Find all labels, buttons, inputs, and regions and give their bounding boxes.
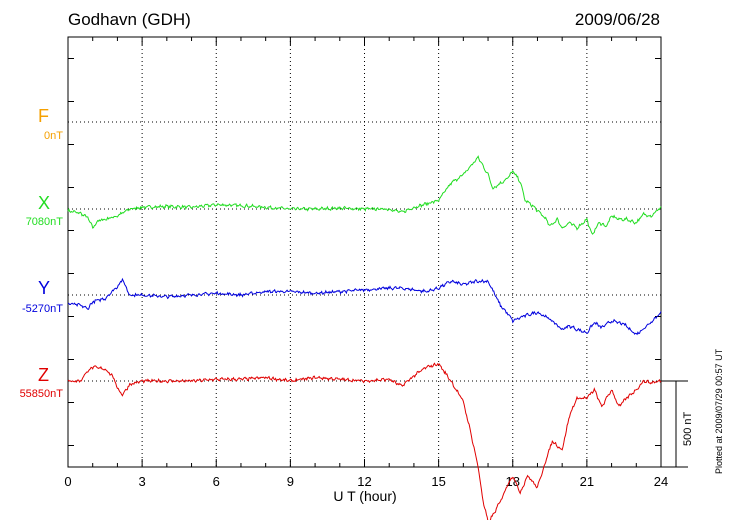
trace-z [67, 362, 662, 520]
baseline-label-x: 7080nT [25, 216, 63, 228]
x-tick-label: 6 [213, 474, 220, 489]
x-tick-label: 24 [654, 474, 668, 489]
baseline-label-y: -5270nT [22, 303, 63, 315]
baseline-label-f: 0nT [44, 130, 63, 142]
comp-label-f: F [38, 106, 49, 126]
x-tick-label: 12 [357, 474, 371, 489]
comp-label-x: X [38, 193, 51, 213]
baseline-label-z: 55850nT [19, 388, 63, 400]
comp-label-y: Y [38, 278, 51, 298]
x-tick-label: 15 [431, 474, 445, 489]
x-tick-label: 0 [64, 474, 71, 489]
plotted-timestamp: Plotted at 2009/07/29 00:57 UT [714, 348, 724, 474]
x-tick-label: 21 [580, 474, 594, 489]
scale-bar-label: 500 nT [682, 411, 694, 446]
station-title: Godhavn (GDH) [68, 10, 191, 29]
trace-x [67, 155, 662, 235]
trace-y [67, 277, 662, 336]
x-tick-label: 9 [287, 474, 294, 489]
date-title: 2009/06/28 [574, 10, 660, 29]
x-tick-label: 18 [506, 474, 520, 489]
x-tick-label: 3 [139, 474, 146, 489]
comp-label-z: Z [38, 365, 49, 385]
x-axis-label: U T (hour) [333, 488, 397, 504]
